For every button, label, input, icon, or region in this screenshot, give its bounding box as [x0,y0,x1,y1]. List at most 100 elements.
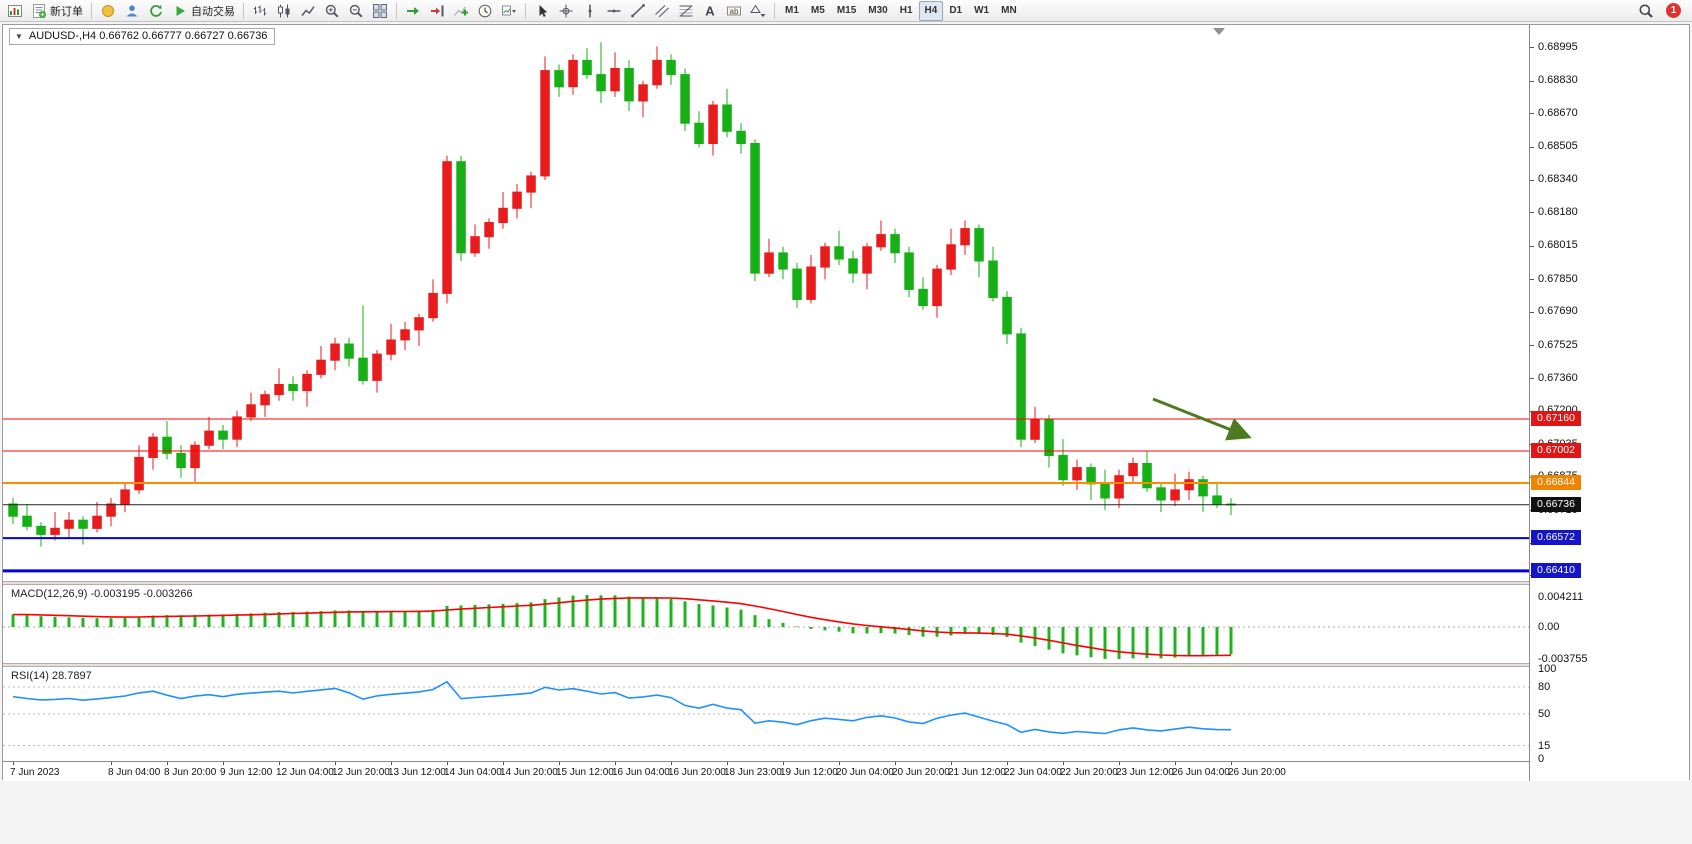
templates-button[interactable] [497,1,521,21]
panel-splitter[interactable] [3,581,1689,585]
notification-badge[interactable]: 1 [1666,3,1681,18]
crosshair-button[interactable] [554,1,578,21]
panel-splitter[interactable] [3,663,1689,667]
zoom-out-button[interactable] [344,1,368,21]
macd-panel [3,595,1529,659]
timeframe-d1[interactable]: D1 [943,1,968,21]
price-chart[interactable] [3,25,1529,581]
candle [988,260,998,298]
time-tick [447,762,448,765]
candle [484,222,494,238]
candle [694,122,704,144]
timeframe-h1[interactable]: H1 [894,1,919,21]
candle [1086,467,1096,485]
channel-button[interactable] [650,1,674,21]
zoom-in-button[interactable] [320,1,344,21]
time-axis-label: 20 Jun 04:00 [836,767,894,778]
new-chart-button[interactable] [3,1,27,21]
candle [946,244,956,270]
period-button[interactable] [473,1,497,21]
indicators-button[interactable] [449,1,473,21]
cursor-button[interactable] [530,1,554,21]
candle [176,452,186,469]
candle [1016,333,1026,440]
candle [218,430,228,440]
timeframe-m1[interactable]: M1 [779,1,805,21]
toolbar-separator [396,2,397,19]
time-tick [727,762,728,765]
candle [1002,296,1012,335]
price-box-0.67160[interactable]: 0.67160 [1531,411,1581,426]
candle [456,161,466,254]
time-axis-label: 19 Jun 12:00 [780,767,838,778]
candle [50,527,60,535]
tile-windows-button[interactable] [368,1,392,21]
fibonacci-button[interactable] [674,1,698,21]
autotrading-button[interactable]: 自动交易 [168,1,239,21]
bars-chart-button[interactable] [248,1,272,21]
timeframe-m30[interactable]: M30 [862,1,893,21]
price-box-0.67002[interactable]: 0.67002 [1531,443,1581,458]
vertical-line-button[interactable] [578,1,602,21]
candle [36,525,46,535]
candle [596,74,606,92]
timeframe-m5[interactable]: M5 [805,1,831,21]
trendline-button[interactable] [626,1,650,21]
candle [232,416,242,440]
refresh-button[interactable] [144,1,168,21]
time-tick [391,762,392,765]
new-order-button[interactable]: 新订单 [27,1,87,21]
candle [666,59,676,76]
time-axis[interactable]: 7 Jun 2023 8 Jun 04:00 8 Jun 20:00 9 Jun 12… [3,761,1529,781]
label-button[interactable]: ab [722,1,746,21]
price-box-0.66844[interactable]: 0.66844 [1531,475,1581,490]
price-axis[interactable]: 0.68995 0.68830 0.68670 0.68505 0.68340 0.681… [1529,25,1689,781]
candle [918,288,928,306]
candle [1198,479,1208,497]
favorites-button[interactable] [96,1,120,21]
indicators-icon [453,3,469,19]
price-tick [1530,246,1534,247]
candles-chart-button[interactable] [272,1,296,21]
line-chart-button[interactable] [296,1,320,21]
candle [778,252,788,270]
candles-chart-icon [276,3,292,19]
trend-arrow[interactable] [1152,397,1252,441]
price-box-0.66572[interactable]: 0.66572 [1531,530,1581,545]
candle [1044,418,1054,456]
timeframe-m5-label: M5 [810,5,825,16]
text-button[interactable]: A [698,1,722,21]
candle [148,436,158,459]
candle [568,59,578,88]
toolbar-separator [243,2,244,19]
candle [792,268,802,301]
horizontal-line-button[interactable] [602,1,626,21]
time-tick [223,762,224,765]
price-axis-label: 0.68180 [1538,206,1578,218]
timeframe-h4[interactable]: H4 [918,0,944,21]
timeframe-m15[interactable]: M15 [831,1,862,21]
shift-chart-button[interactable] [425,1,449,21]
macd-histogram [11,595,1233,659]
price-tick [1530,378,1534,379]
time-axis-label: 14 Jun 20:00 [500,767,558,778]
profile-button[interactable] [120,1,144,21]
search-button[interactable] [1634,1,1658,21]
rsi-axis-label: 0 [1538,753,1545,765]
shapes-button[interactable] [746,1,770,21]
candle [106,503,116,517]
toolbar-separator [525,2,526,19]
rsi-axis-label: 50 [1538,708,1551,720]
timeframe-mn[interactable]: MN [995,1,1023,21]
label-icon: ab [726,3,742,19]
chart-shift-marker[interactable] [1213,28,1225,35]
price-box-0.66736[interactable]: 0.66736 [1531,497,1581,512]
timeframe-w1[interactable]: W1 [968,1,995,21]
symbol-ohlc-label[interactable]: ▼ AUDUSD-,H4 0.66762 0.66777 0.66727 0.6… [9,28,276,45]
time-tick [1231,762,1232,765]
candle [330,343,340,361]
autoscroll-button[interactable] [401,1,425,21]
chevron-down-icon[interactable]: ▼ [15,31,23,41]
toolbar-separator [91,2,92,19]
price-box-0.66410[interactable]: 0.66410 [1531,563,1581,578]
